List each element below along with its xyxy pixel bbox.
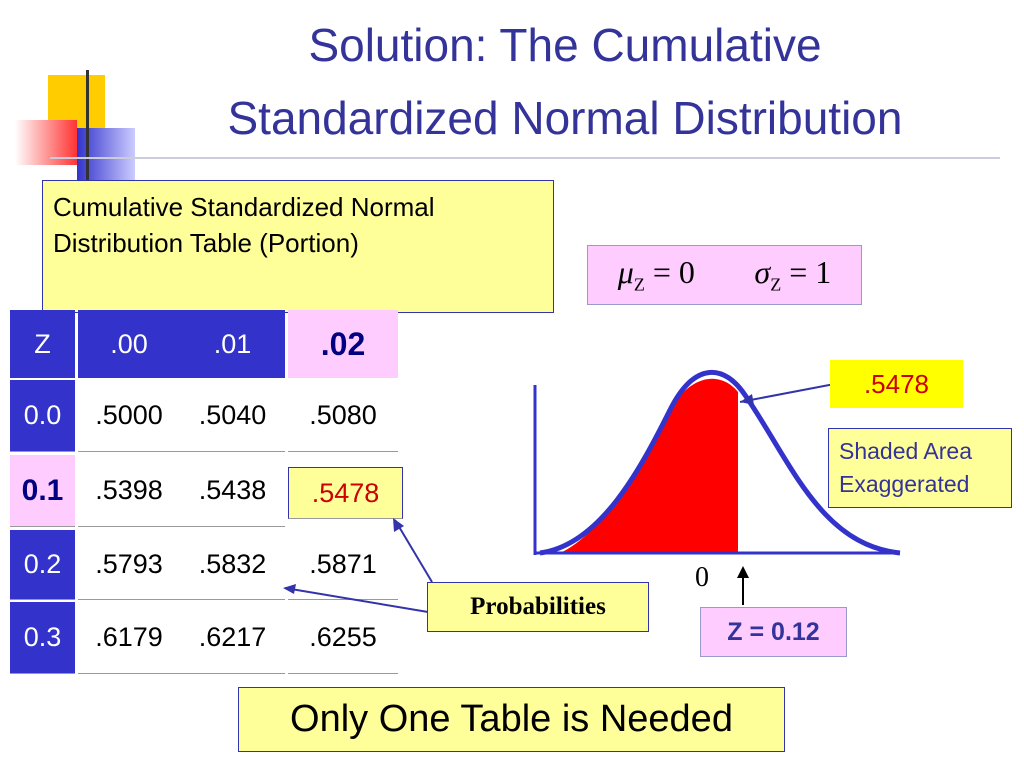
shaded-area — [560, 378, 738, 553]
equals: = 0 — [652, 254, 695, 291]
table-cell: .6217 — [180, 602, 285, 674]
deco — [86, 70, 89, 185]
subscript: Z — [770, 274, 782, 295]
table-caption: Cumulative Standardized Normal Distribut… — [42, 180, 554, 313]
deco — [50, 157, 1000, 159]
row-label: 0.1 — [10, 455, 75, 527]
arrow — [394, 519, 433, 583]
footer: Only One Table is Needed — [238, 687, 785, 752]
table-cell: .5793 — [78, 530, 180, 600]
table-cell: .5871 — [288, 530, 398, 600]
arrow-head — [740, 394, 754, 405]
row-label: 0.3 — [10, 602, 75, 674]
table-cell: .5040 — [180, 380, 285, 452]
equals: = 1 — [789, 254, 832, 291]
header-cell: .02 — [288, 310, 398, 378]
table-cell: .5000 — [78, 380, 180, 452]
z-label: Z = 0.12 — [700, 607, 847, 657]
symbol: μ — [617, 254, 634, 291]
note: Shaded Area Exaggerated — [828, 428, 1012, 508]
table-cell: .5832 — [180, 530, 285, 600]
arrow-head — [393, 518, 404, 532]
header-cell: .00 — [78, 310, 180, 378]
table-cell: .6255 — [288, 602, 398, 674]
header-cell: Z — [10, 310, 75, 378]
parameter: μZ = 0 — [618, 254, 695, 295]
title: Solution: The Cumulative — [308, 19, 822, 71]
title: Standardized Normal Distribution — [227, 92, 903, 144]
parameter: σZ = 1 — [754, 254, 831, 295]
axis-label: 0 — [695, 562, 709, 593]
subscript: Z — [633, 274, 645, 295]
table-cell: .5398 — [78, 455, 180, 527]
probabilities-label: Probabilities — [427, 582, 649, 632]
arrow-head — [283, 584, 296, 594]
parameters: μZ = 0 σZ = 1 — [587, 245, 862, 305]
symbol: σ — [754, 254, 771, 291]
table-cell: .6179 — [78, 602, 180, 674]
table-cell: .5080 — [288, 380, 398, 452]
row-label: 0.2 — [10, 530, 75, 600]
table-cell: .5438 — [180, 455, 285, 527]
arrow — [284, 587, 429, 613]
row-label: 0.0 — [10, 380, 75, 452]
area-value: .5478 — [830, 360, 963, 408]
arrow-head — [737, 566, 749, 578]
table-cell: .5478 — [288, 467, 403, 519]
curve — [539, 370, 901, 556]
header-cell: .01 — [180, 310, 285, 378]
